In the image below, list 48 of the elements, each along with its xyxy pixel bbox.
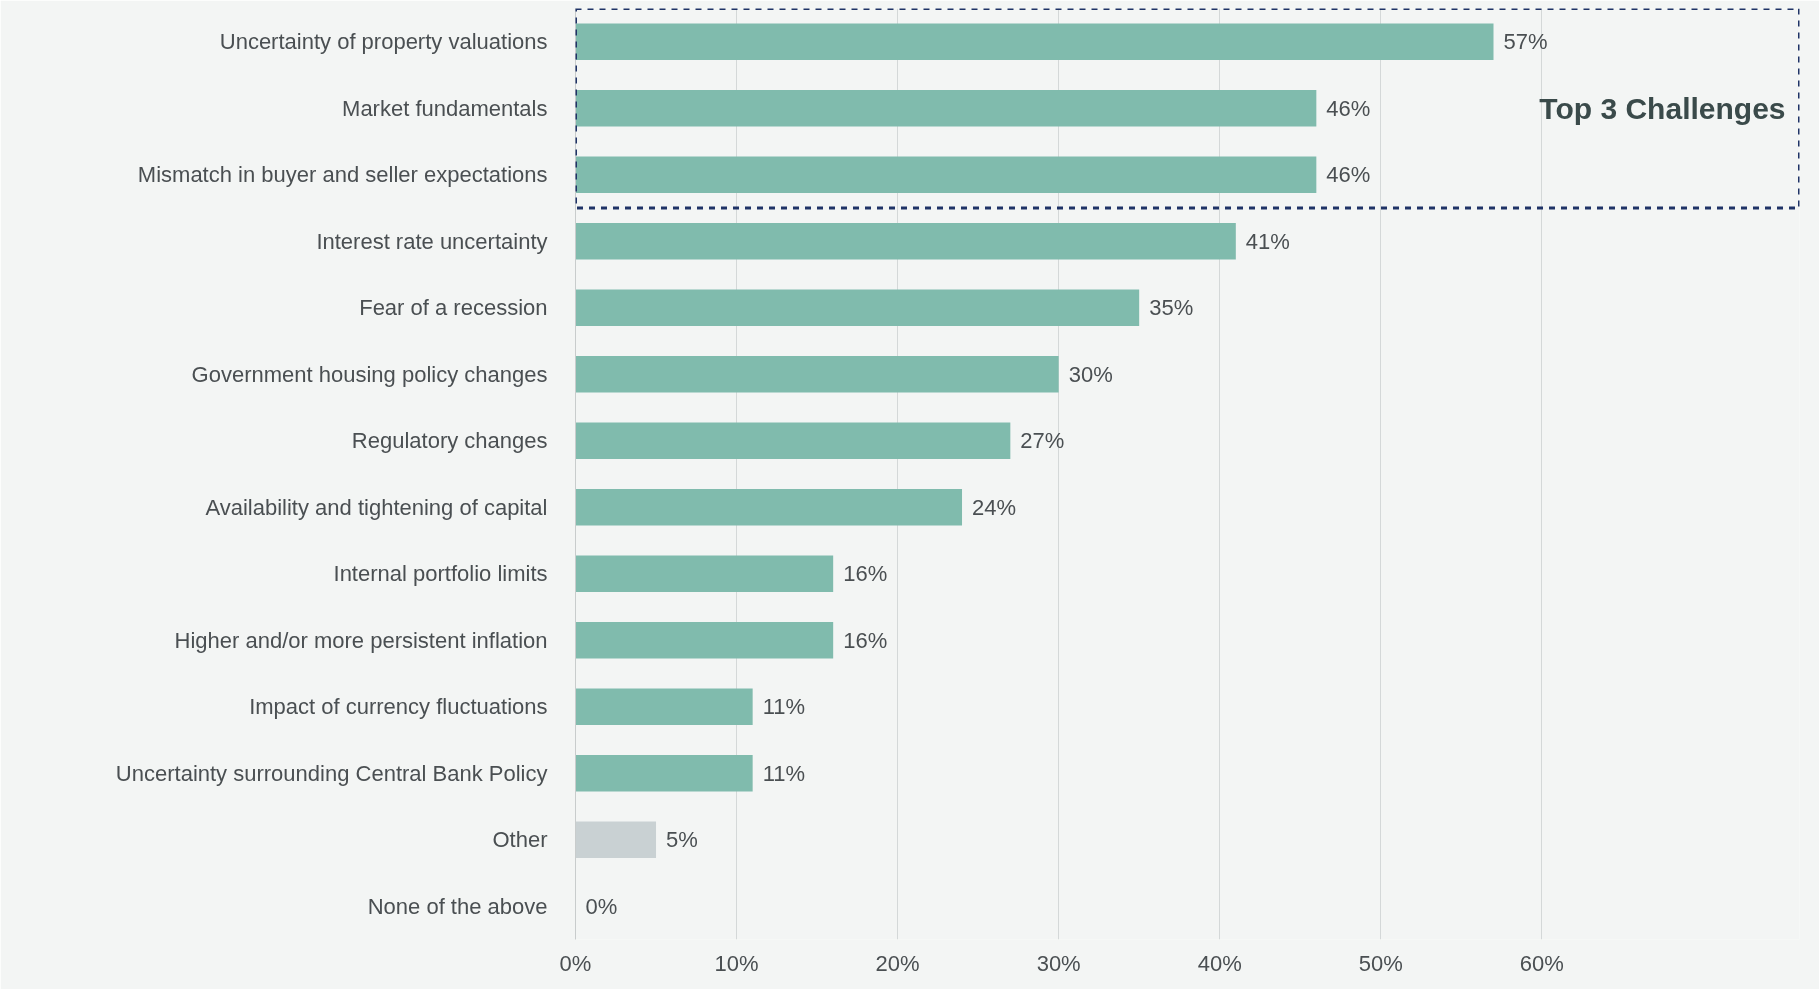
data-label: 24%	[972, 494, 1017, 520]
y-tick-label: Higher and/or more persistent inflation	[174, 627, 548, 653]
bar	[575, 355, 1059, 393]
bar	[575, 222, 1236, 260]
y-tick-label: Mismatch in buyer and seller expectations	[137, 162, 548, 188]
data-label: 11%	[762, 694, 806, 720]
data-label: 35%	[1149, 295, 1194, 321]
bar	[575, 422, 1011, 460]
data-label: 0%	[585, 893, 618, 919]
data-label: 46%	[1326, 162, 1371, 188]
data-label: 16%	[843, 627, 888, 653]
data-label: 57%	[1503, 29, 1548, 55]
y-tick-label: Availability and tightening of capital	[205, 494, 548, 520]
y-tick-label: Internal portfolio limits	[333, 561, 548, 587]
data-label: 27%	[1020, 428, 1065, 454]
bar	[575, 754, 753, 792]
y-tick-label: Fear of a recession	[359, 295, 548, 321]
data-label: 46%	[1326, 95, 1371, 121]
bar	[575, 621, 834, 659]
y-tick-label: Uncertainty surrounding Central Bank Policy	[115, 760, 548, 786]
data-label: 16%	[843, 561, 888, 587]
y-tick-label: Other	[492, 827, 548, 853]
x-tick-label: 30%	[1036, 950, 1081, 976]
data-label: 30%	[1068, 361, 1113, 387]
bar	[575, 555, 834, 593]
data-label: 5%	[666, 827, 698, 853]
y-tick-label: Market fundamentals	[342, 95, 548, 121]
data-label: 11%	[762, 760, 806, 786]
bar	[575, 289, 1140, 327]
x-tick-label: 50%	[1358, 950, 1403, 976]
data-label: 41%	[1245, 228, 1290, 254]
annotation: Top 3 Challenges	[1539, 91, 1786, 125]
y-tick-label: Uncertainty of property valuations	[219, 29, 548, 55]
x-tick-label: 10%	[714, 950, 759, 976]
x-tick-label: 20%	[875, 950, 920, 976]
bar	[575, 89, 1317, 127]
y-tick-label: Government housing policy changes	[191, 361, 548, 387]
y-tick-label: Impact of currency fluctuations	[249, 694, 548, 720]
x-tick-label: 0%	[559, 950, 592, 976]
bar	[575, 688, 753, 726]
x-tick-label: 60%	[1519, 950, 1564, 976]
y-tick-label: Regulatory changes	[351, 428, 548, 454]
y-tick-label: None of the above	[367, 893, 548, 919]
bar	[575, 23, 1494, 61]
bar	[575, 488, 963, 526]
bar	[575, 156, 1317, 194]
y-tick-label: Interest rate uncertainty	[316, 228, 548, 254]
x-tick-label: 40%	[1197, 950, 1242, 976]
